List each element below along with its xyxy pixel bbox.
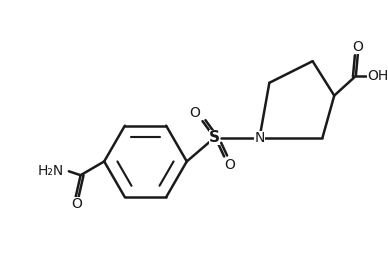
Text: N: N: [255, 131, 265, 145]
Text: O: O: [189, 106, 200, 120]
Text: OH: OH: [367, 69, 388, 83]
Text: S: S: [209, 130, 220, 145]
Text: O: O: [225, 158, 236, 172]
Text: H₂N: H₂N: [38, 164, 64, 178]
Text: O: O: [352, 41, 363, 54]
Text: O: O: [71, 197, 82, 211]
